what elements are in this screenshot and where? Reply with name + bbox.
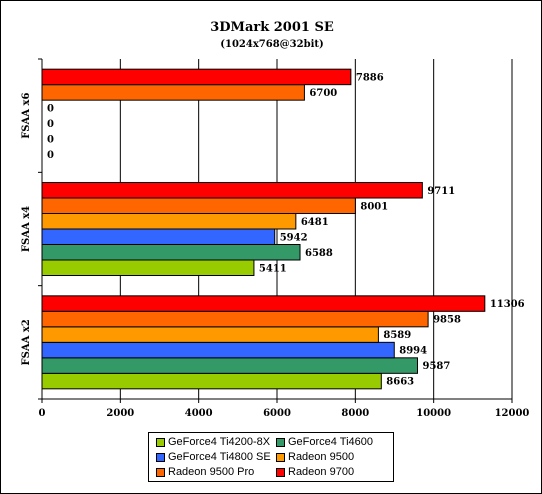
data-label: 0 <box>47 119 54 130</box>
category-label: FSAA x2 <box>21 319 32 365</box>
bar <box>41 244 301 261</box>
legend-swatch <box>276 468 285 477</box>
plot-area: 0 2000 4000 6000 8000 10000 12000 FSAA x2 8663 95… <box>21 58 530 419</box>
bar <box>41 341 395 359</box>
x-tick-label: 12000 <box>495 408 530 419</box>
data-label: 0 <box>47 103 54 114</box>
category-label: FSAA x6 <box>21 93 32 139</box>
bar <box>41 197 356 214</box>
bar <box>41 228 276 245</box>
data-label: 8663 <box>386 377 414 388</box>
legend-label: GeForce4 Ti4600 <box>288 436 373 448</box>
data-label: 6588 <box>305 248 333 259</box>
chart-title: 3DMark 2001 SE <box>210 20 334 35</box>
bar <box>41 295 486 312</box>
legend-swatch <box>276 438 285 447</box>
x-tick-label: 6000 <box>263 408 291 419</box>
bar <box>41 68 352 86</box>
legend-swatch <box>156 453 165 462</box>
x-tick-label: 8000 <box>341 408 369 419</box>
legend-swatch <box>156 438 165 447</box>
x-tick-label: 2000 <box>106 408 134 419</box>
data-label: 8589 <box>383 330 411 341</box>
legend-label: GeForce4 Ti4800 SE <box>168 451 271 463</box>
bar <box>41 310 429 328</box>
legend-label: Radeon 9500 Pro <box>168 466 255 478</box>
data-label: 0 <box>47 150 54 161</box>
data-label: 8001 <box>360 201 388 212</box>
x-tick-label: 10000 <box>416 408 451 419</box>
data-label: 8994 <box>399 346 427 357</box>
data-label: 11306 <box>490 299 525 310</box>
bar <box>41 213 297 230</box>
x-tick-label: 0 <box>39 408 46 419</box>
bar <box>41 326 379 343</box>
legend-label: GeForce4 Ti4200-8X <box>168 436 271 448</box>
data-label: 5942 <box>280 232 308 243</box>
data-label: 6700 <box>309 88 337 99</box>
bar <box>41 84 305 101</box>
category-label: FSAA x4 <box>21 206 32 252</box>
legend-swatch <box>156 468 165 477</box>
data-label: 9587 <box>422 361 450 372</box>
data-label: 7886 <box>356 72 384 83</box>
legend-swatch <box>276 453 285 462</box>
legend-label: Radeon 9500 <box>288 451 355 463</box>
bar <box>41 357 418 374</box>
bar <box>41 372 382 390</box>
data-label: 5411 <box>259 263 287 274</box>
bar <box>41 259 255 276</box>
data-label: 6481 <box>301 217 329 228</box>
data-label: 9711 <box>427 186 455 197</box>
x-tick-label: 4000 <box>185 408 213 419</box>
legend: GeForce4 Ti4200-8X GeForce4 Ti4600 GeForce… <box>148 432 394 482</box>
data-label: 9858 <box>433 315 461 326</box>
legend-label: Radeon 9700 <box>288 466 355 478</box>
chart-subtitle: (1024x768@32bit) <box>220 39 323 50</box>
data-label: 0 <box>47 134 54 145</box>
bar <box>41 182 423 199</box>
